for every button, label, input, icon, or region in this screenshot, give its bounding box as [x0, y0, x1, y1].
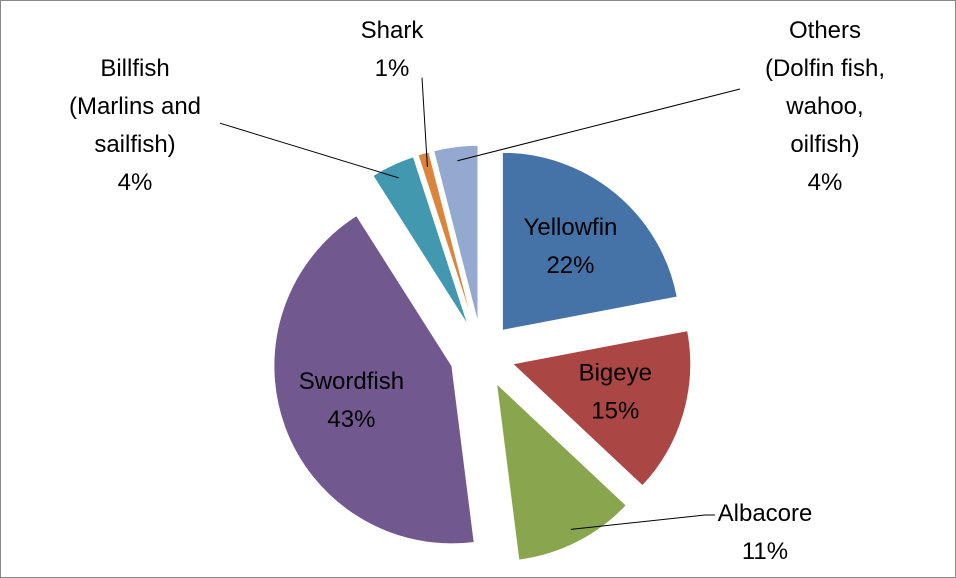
- value-label: 4%: [808, 169, 843, 196]
- leader-line: [570, 514, 715, 530]
- category-line: Albacore: [718, 500, 813, 527]
- value-label: 1%: [375, 55, 410, 82]
- category-label: Bigeye: [579, 360, 652, 387]
- category-label: Others (Dolfin fish, wahoo, oilfish): [765, 17, 885, 158]
- slice-label: Swordfish 43%: [299, 368, 404, 433]
- category-label: Billfish (Marlins and sailfish): [69, 55, 201, 158]
- category-line: Yellowfin: [524, 214, 618, 241]
- value-label: 4%: [118, 169, 153, 196]
- pie-slice: [417, 151, 474, 325]
- category-line: Bigeye: [579, 360, 652, 387]
- category-line: sailfish): [94, 131, 175, 158]
- pie-slice: [433, 144, 479, 324]
- slice-label: Billfish (Marlins and sailfish) 4%: [69, 55, 201, 196]
- slice-label: Others (Dolfin fish, wahoo, oilfish) 4%: [765, 17, 885, 196]
- pie-slice: [273, 214, 475, 545]
- category-line: (Marlins and: [69, 93, 201, 120]
- slice-label: Yellowfin 22%: [524, 214, 618, 279]
- value-label: 22%: [546, 252, 594, 279]
- slice-label: Albacore 11%: [718, 500, 813, 565]
- slice-label: Bigeye 15%: [579, 360, 652, 425]
- category-line: Others: [789, 17, 861, 44]
- value-label: 15%: [591, 398, 639, 425]
- category-line: (Dolfin fish,: [765, 55, 885, 82]
- category-line: Billfish: [100, 55, 169, 82]
- leader-line: [421, 77, 428, 168]
- value-label: 43%: [327, 406, 375, 433]
- category-label: Yellowfin: [524, 214, 618, 241]
- slice-label: Shark 1%: [361, 17, 425, 82]
- category-label: Swordfish: [299, 368, 404, 395]
- category-line: Shark: [361, 17, 425, 44]
- pie-slice: [495, 382, 627, 561]
- leader-line: [219, 122, 399, 179]
- value-label: 11%: [742, 538, 788, 565]
- category-line: oilfish): [790, 131, 859, 158]
- pie-slice: [372, 156, 469, 327]
- category-label: Shark: [361, 17, 425, 44]
- pie-slice: [511, 329, 692, 487]
- category-line: Swordfish: [299, 368, 404, 395]
- leader-line: [457, 88, 741, 162]
- category-label: Albacore: [718, 500, 813, 527]
- pie-slice: [501, 151, 678, 331]
- category-line: wahoo,: [785, 93, 863, 120]
